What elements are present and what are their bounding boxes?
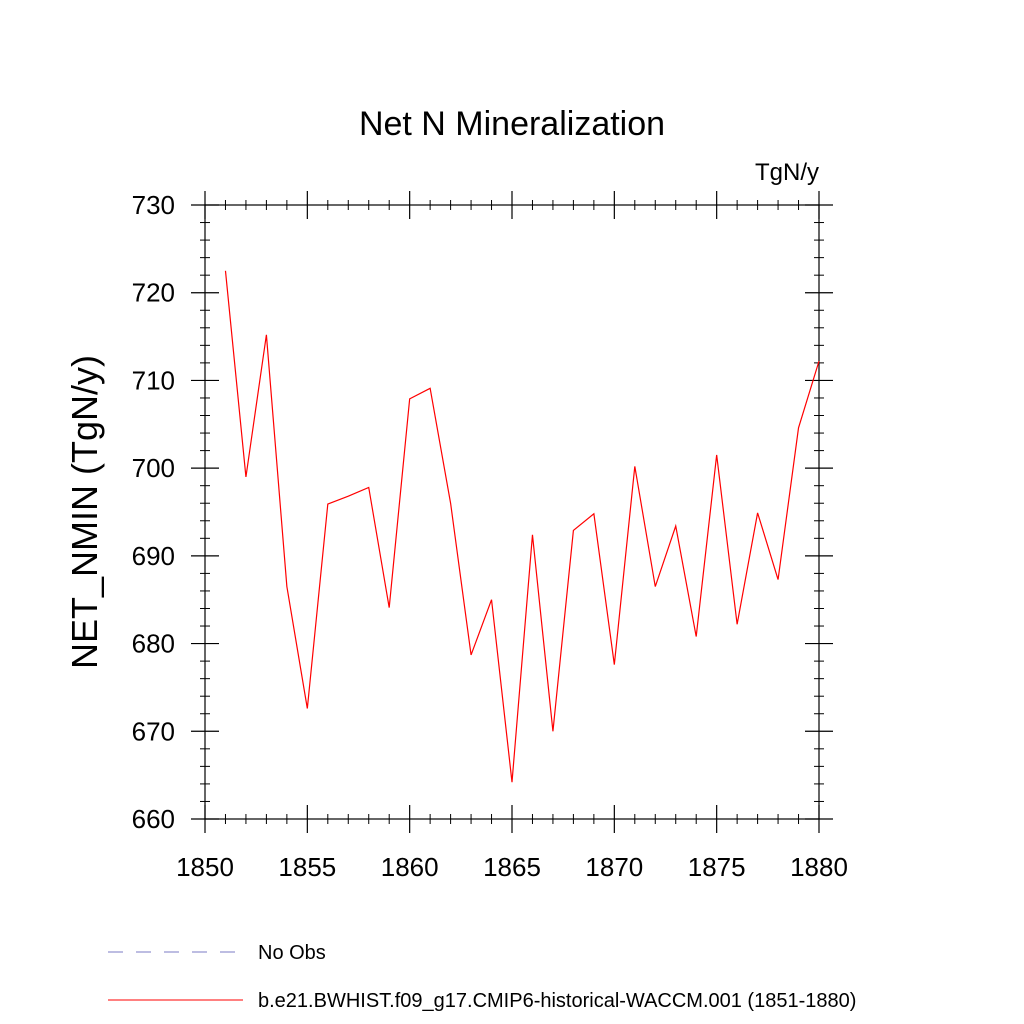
x-tick-label: 1860 (381, 852, 439, 882)
legend-label-0: No Obs (258, 942, 326, 964)
y-tick-labels: 660 670 680 690 700 710 720 730 (132, 190, 175, 834)
x-tick-label: 1865 (483, 852, 541, 882)
units-label: TgN/y (755, 159, 819, 186)
major-ticks (191, 191, 833, 833)
chart-title: Net N Mineralization (359, 105, 665, 143)
x-tick-label: 1850 (176, 852, 234, 882)
y-axis-label: NET_NMIN (TgN/y) (64, 355, 105, 669)
legend: No Obs b.e21.BWHIST.f09_g17.CMIP6-histori… (108, 942, 856, 1012)
y-tick-label: 700 (132, 453, 175, 483)
x-tick-label: 1880 (790, 852, 848, 882)
x-tick-labels: 1850 1855 1860 1865 1870 1875 1880 (176, 852, 848, 882)
y-tick-label: 720 (132, 278, 175, 308)
series-line-0 (224, 270, 820, 783)
x-tick-label: 1875 (688, 852, 746, 882)
y-tick-label: 690 (132, 541, 175, 571)
y-tick-label: 670 (132, 716, 175, 746)
legend-label-1: b.e21.BWHIST.f09_g17.CMIP6-historical-WA… (258, 990, 856, 1012)
plot-frame (204, 204, 820, 820)
y-tick-label: 710 (132, 365, 175, 395)
minor-ticks (200, 200, 824, 824)
y-tick-label: 680 (132, 629, 175, 659)
x-tick-label: 1870 (585, 852, 643, 882)
y-tick-label: 660 (132, 804, 175, 834)
series-layer (224, 270, 820, 783)
x-tick-label: 1855 (278, 852, 336, 882)
y-tick-label: 730 (132, 190, 175, 220)
